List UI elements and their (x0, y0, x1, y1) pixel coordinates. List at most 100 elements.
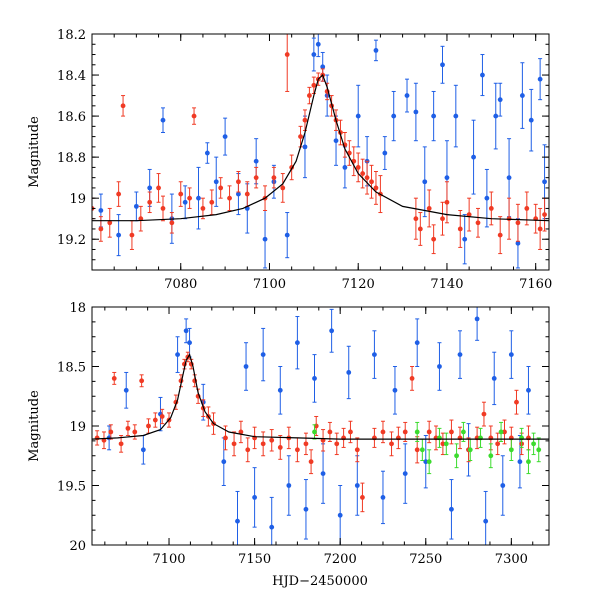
bottom-series-2-point-7 (461, 421, 466, 442)
top-y-tick-label-2: 18.6 (57, 110, 86, 125)
bottom-series-1-point-56 (481, 401, 487, 427)
data-point (514, 399, 519, 405)
data-point (391, 113, 397, 119)
top-y-axis-label: Magnitude (27, 116, 42, 188)
top-series-1-point-24 (284, 34, 290, 92)
data-point (342, 164, 348, 170)
bottom-series-0-point-31 (449, 479, 454, 540)
data-point (183, 328, 189, 334)
bottom-model-curve (92, 353, 549, 440)
bottom-series-1-point-3 (111, 371, 117, 385)
bottom-series-1-point-4 (118, 435, 124, 453)
data-point (298, 134, 303, 140)
data-point (307, 93, 312, 98)
data-point (373, 185, 379, 191)
top-panel-frame (91, 33, 550, 271)
data-point (444, 199, 450, 205)
top-series-1-point-11 (178, 181, 184, 207)
top-series-1-point-41 (364, 160, 370, 195)
bottom-series-0-point-37 (500, 455, 506, 516)
bottom-series-2-point-2 (419, 438, 425, 462)
bottom-axis-ticks: 7100 7150 7200 7250 7300 18 18.5 19 19.5 20 (57, 301, 549, 567)
data-point (139, 378, 145, 384)
top-x-tick-label-3: 7140 (430, 277, 463, 292)
data-point (488, 206, 494, 211)
data-point (392, 387, 398, 393)
bottom-series-2-point-1 (414, 421, 420, 442)
bottom-y-tick-label-2: 19 (69, 420, 86, 435)
data-point (493, 113, 499, 119)
bottom-x-tick-label-3: 7250 (409, 552, 442, 567)
data-point (311, 52, 317, 57)
bottom-series-2-point-0 (312, 424, 317, 440)
bottom-series-0-point-1 (123, 371, 129, 409)
top-series-1-point-61 (542, 197, 547, 232)
data-point (280, 185, 286, 191)
data-point (302, 117, 308, 123)
data-point (481, 411, 487, 417)
data-point (449, 506, 454, 512)
data-point (517, 459, 523, 465)
top-series-0-point-46 (537, 58, 543, 101)
data-point (204, 150, 210, 156)
top-series-1-point-16 (218, 177, 224, 199)
data-point (152, 417, 158, 423)
data-point (369, 179, 374, 185)
top-series-0-point-27 (382, 136, 388, 170)
bottom-series-2-point-11 (498, 421, 504, 442)
data-point (269, 524, 275, 530)
bottom-series-0-point-14 (277, 366, 283, 415)
bottom-series-0-point-35 (483, 490, 489, 545)
bottom-series-0-point-15 (286, 455, 292, 516)
top-series-0-point-8 (204, 142, 210, 164)
data-point (334, 441, 340, 447)
top-series-1-point-7 (147, 191, 153, 214)
data-point (389, 441, 394, 447)
data-point (312, 376, 317, 381)
top-series-0-point-6 (182, 185, 188, 220)
top-series-0-point-44 (519, 62, 525, 129)
data-point (146, 423, 151, 429)
bottom-series-1-point-42 (372, 427, 377, 448)
data-point (484, 195, 490, 201)
top-x-tick-label-0: 7080 (164, 277, 197, 292)
data-point (327, 429, 333, 435)
data-point (413, 109, 419, 115)
top-series-1-point-27 (302, 109, 308, 131)
top-series-0-point-18 (311, 37, 317, 72)
data-point (111, 376, 117, 381)
data-point (515, 220, 521, 226)
data-point (360, 171, 366, 176)
data-point (243, 364, 249, 369)
data-point (515, 240, 521, 246)
data-point (169, 220, 175, 226)
data-point (253, 158, 259, 164)
top-series-1-point-51 (457, 209, 463, 248)
bottom-series-1-point-24 (238, 420, 244, 444)
bottom-series-0-point-30 (437, 342, 442, 391)
top-series-1-point-39 (355, 152, 361, 183)
data-point (132, 429, 138, 435)
data-point (218, 185, 224, 191)
top-series-0-point-16 (284, 212, 290, 259)
bottom-series-0-point-29 (423, 435, 429, 489)
bottom-series-0-point-18 (312, 354, 317, 403)
data-point (260, 352, 266, 357)
bottom-x-tick-label-1: 7150 (238, 552, 271, 567)
data-point (414, 447, 420, 453)
bottom-series-2-point-10 (488, 443, 494, 469)
bottom-series-0-point-16 (294, 316, 300, 370)
bottom-series-0-point-20 (329, 308, 335, 353)
data-point (461, 429, 466, 435)
top-series-1-point-5 (129, 220, 135, 250)
top-panel: 7080 7100 7120 7140 7160 18.2 18.4 18.6 18.8 19 19… (27, 28, 552, 292)
top-series-0-point-7 (196, 166, 201, 230)
bottom-series-1-point-58 (495, 432, 501, 456)
data-point (449, 429, 454, 435)
top-series-1-point-52 (466, 197, 472, 232)
top-series-1-point-3 (116, 181, 122, 207)
data-point (474, 316, 480, 322)
top-series-1-point-53 (475, 207, 481, 238)
data-point (457, 226, 463, 232)
bottom-series-1-point-39 (348, 420, 353, 444)
